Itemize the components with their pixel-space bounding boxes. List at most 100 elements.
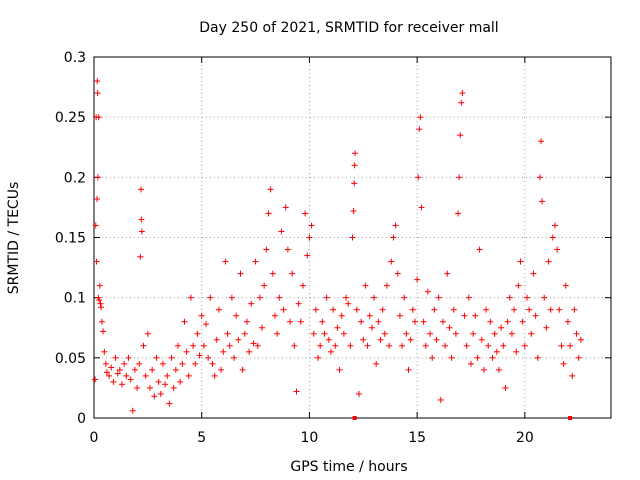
data-point xyxy=(450,306,457,313)
data-point xyxy=(114,370,121,377)
data-point xyxy=(271,312,278,319)
data-point xyxy=(220,348,227,355)
data-point xyxy=(431,306,438,313)
x-tick-labels: 0 5 10 15 20 xyxy=(90,430,534,446)
data-point xyxy=(287,318,294,325)
data-point xyxy=(224,330,231,337)
data-point xyxy=(248,300,255,307)
data-point xyxy=(401,294,408,301)
data-point xyxy=(455,210,462,217)
data-point xyxy=(446,324,453,331)
data-point xyxy=(467,360,474,367)
data-point xyxy=(327,348,334,355)
data-point xyxy=(536,174,543,181)
data-point xyxy=(351,162,358,169)
data-point xyxy=(358,318,365,325)
data-point xyxy=(554,246,561,253)
data-point xyxy=(231,354,238,361)
data-point xyxy=(465,294,472,301)
data-point xyxy=(420,318,427,325)
data-point xyxy=(95,114,102,121)
data-point xyxy=(194,330,201,337)
data-point xyxy=(336,366,343,373)
x-tick-label: 0 xyxy=(90,430,99,446)
data-point xyxy=(352,150,359,157)
data-point xyxy=(338,312,345,319)
data-point xyxy=(211,372,218,379)
data-point xyxy=(439,318,446,325)
data-point xyxy=(521,342,528,349)
data-point xyxy=(291,342,298,349)
data-point xyxy=(237,270,244,277)
data-point xyxy=(218,366,225,373)
x-tick-label: 20 xyxy=(516,430,534,446)
data-point xyxy=(151,393,158,400)
data-point xyxy=(427,330,434,337)
data-point xyxy=(92,376,99,383)
data-point xyxy=(98,318,105,325)
data-point xyxy=(495,366,502,373)
data-point xyxy=(93,258,100,265)
data-point xyxy=(147,384,154,391)
data-point xyxy=(325,336,332,343)
data-point xyxy=(187,294,194,301)
data-point xyxy=(375,318,382,325)
data-point xyxy=(168,354,175,361)
data-point xyxy=(246,348,253,355)
data-point xyxy=(394,270,401,277)
data-point xyxy=(418,204,425,211)
data-point xyxy=(243,318,250,325)
data-point xyxy=(179,360,186,367)
data-point xyxy=(564,318,571,325)
data-point xyxy=(511,306,518,313)
data-point xyxy=(177,378,184,385)
data-point xyxy=(166,400,173,407)
data-point xyxy=(222,258,229,265)
data-point xyxy=(121,360,128,367)
data-point xyxy=(192,360,199,367)
y-tick-label: 0.3 xyxy=(64,50,86,66)
data-point xyxy=(349,234,356,241)
data-point xyxy=(134,384,141,391)
data-point xyxy=(226,342,233,349)
data-point xyxy=(386,342,393,349)
data-point xyxy=(489,354,496,361)
data-point xyxy=(577,336,584,343)
data-point xyxy=(175,342,182,349)
data-point xyxy=(362,282,369,289)
data-point xyxy=(513,348,520,355)
x-axis-label: GPS time / hours xyxy=(290,459,407,475)
data-point xyxy=(373,360,380,367)
data-point xyxy=(215,306,222,313)
data-point xyxy=(556,306,563,313)
data-point xyxy=(433,336,440,343)
data-point xyxy=(269,270,276,277)
data-point xyxy=(233,312,240,319)
data-point xyxy=(472,312,479,319)
data-point xyxy=(491,330,498,337)
data-point xyxy=(137,186,144,193)
data-point xyxy=(172,366,179,373)
data-point xyxy=(485,342,492,349)
data-point xyxy=(256,294,263,301)
data-point xyxy=(347,342,354,349)
data-point xyxy=(364,342,371,349)
data-point xyxy=(96,297,103,304)
data-point xyxy=(138,228,145,235)
data-point xyxy=(293,388,300,395)
data-point xyxy=(317,342,324,349)
data-point xyxy=(100,328,107,335)
data-point xyxy=(153,354,160,361)
data-point xyxy=(390,234,397,241)
data-point xyxy=(239,366,246,373)
data-point xyxy=(103,369,110,376)
zero-marker xyxy=(352,416,357,420)
x-tick-label: 10 xyxy=(301,430,319,446)
data-point xyxy=(190,342,197,349)
data-point xyxy=(276,294,283,301)
data-point xyxy=(437,396,444,403)
data-point xyxy=(319,318,326,325)
data-point xyxy=(213,336,220,343)
data-point xyxy=(537,138,544,145)
data-point xyxy=(136,360,143,367)
